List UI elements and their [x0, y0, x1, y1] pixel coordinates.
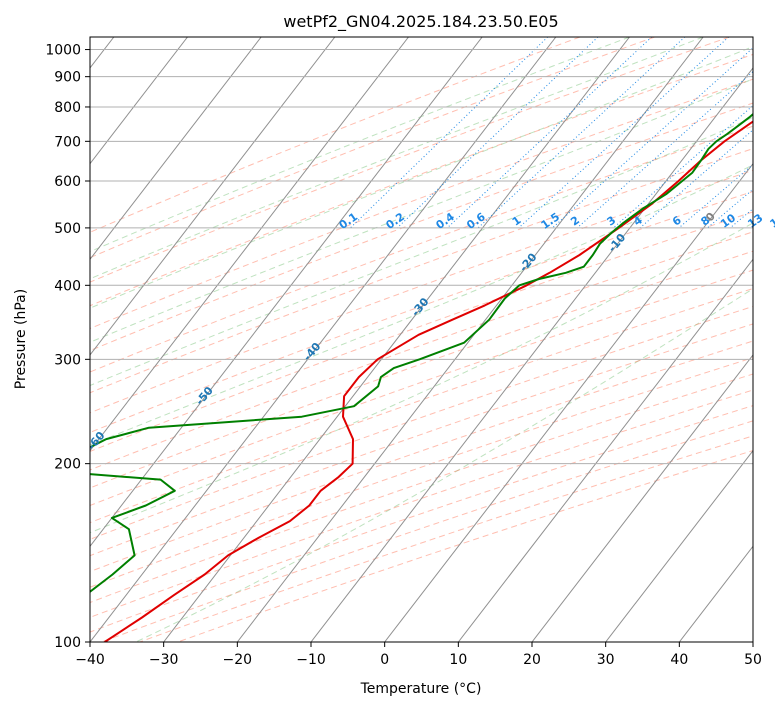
isotherm-line — [90, 37, 557, 642]
temperature-profile-line — [104, 120, 753, 642]
y-tick-label: 200 — [54, 457, 81, 473]
x-tick-label: −40 — [75, 652, 105, 668]
isotherm-line — [605, 449, 753, 642]
mixing-ratio-line — [477, 37, 686, 229]
dry-adiabat — [90, 37, 730, 283]
y-tick-label: 700 — [54, 134, 81, 150]
plot-background — [90, 37, 753, 642]
background-lines — [90, 37, 775, 642]
isotherm-line — [90, 37, 409, 452]
axis-ticks: −40 −30 −20 −10 0 10 20 30 40 50 1000 900 800 700 600 5… — [45, 43, 762, 668]
y-axis-title: Pressure (hPa) — [13, 289, 29, 389]
isotherm-line — [384, 162, 753, 642]
plot-frame — [89, 36, 754, 643]
isotherm-line — [310, 67, 753, 642]
mixing-ratio-line — [757, 37, 775, 228]
isotherm-line — [90, 37, 483, 548]
moist-adiabat — [135, 288, 753, 642]
dry-adiabat — [90, 37, 581, 233]
y-tick-label: 600 — [54, 174, 81, 190]
dry-adiabat — [90, 305, 753, 540]
profile-lines — [90, 112, 753, 642]
chart-title: wetPf2_GN04.2025.184.23.50.E05 — [283, 12, 558, 32]
y-tick-label: 300 — [54, 352, 81, 368]
dry-adiabat — [90, 148, 753, 394]
mixing-ratio-line — [552, 47, 753, 229]
mixing-ratio-line — [350, 37, 549, 229]
x-tick-label: 50 — [744, 652, 762, 668]
isotherm-line — [457, 258, 753, 642]
moist-adiabat — [90, 222, 753, 534]
x-tick-label: 0 — [380, 652, 389, 668]
x-tick-label: 30 — [597, 652, 615, 668]
dry-adiabat — [90, 287, 753, 524]
dry-adiabat — [90, 250, 753, 489]
y-tick-label: 900 — [54, 70, 81, 86]
isotherm-line — [752, 641, 753, 642]
x-tick-label: 40 — [670, 652, 688, 668]
mixing-ratio-label: 16 — [768, 211, 775, 231]
dry-adiabat — [90, 389, 753, 618]
x-axis-title: Temperature (°C) — [360, 681, 482, 697]
x-tick-label: −30 — [149, 652, 179, 668]
y-tick-label: 100 — [54, 635, 81, 651]
y-tick-label: 500 — [54, 221, 81, 237]
isotherm-line — [90, 37, 262, 261]
y-tick-label: 1000 — [45, 43, 81, 59]
dry-adiabat — [90, 340, 753, 573]
y-tick-label: 800 — [54, 100, 81, 116]
x-tick-label: −10 — [296, 652, 326, 668]
isotherm-line — [531, 354, 753, 642]
moist-adiabat — [90, 37, 704, 280]
dewpoint-profile-line — [90, 112, 753, 593]
x-tick-label: −20 — [223, 652, 253, 668]
isotherm-line — [90, 37, 188, 165]
y-tick-label: 400 — [54, 278, 81, 294]
x-tick-label: 10 — [449, 652, 467, 668]
dry-adiabat — [90, 190, 753, 433]
x-tick-label: 20 — [523, 652, 541, 668]
mixing-ratio-line — [576, 70, 753, 229]
mixing-ratio-line — [396, 37, 599, 229]
dry-adiabat — [90, 37, 655, 259]
dry-adiabat — [90, 373, 753, 604]
dry-adiabat — [90, 169, 753, 414]
dry-adiabat — [90, 125, 753, 373]
isotherm-line — [90, 37, 336, 356]
moist-adiabat — [90, 78, 753, 343]
isotherm-line — [163, 37, 630, 642]
isotherm-line — [236, 37, 704, 642]
